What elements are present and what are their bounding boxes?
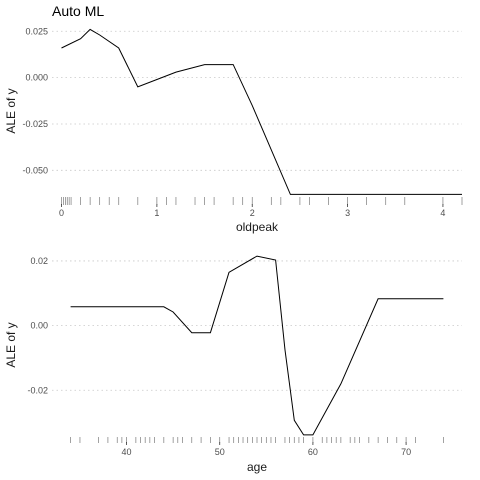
ale-line xyxy=(70,255,444,436)
x-tick-label: 0 xyxy=(59,208,64,218)
age-panel: 0.02 0.00 -0.02 40 50 60 70 age ALE of y xyxy=(4,255,462,474)
x-tick-label: 50 xyxy=(215,447,225,457)
x-tick-label: 1 xyxy=(154,208,159,218)
y-tick-label: -0.050 xyxy=(22,165,48,175)
y-tick-label: 0.02 xyxy=(30,256,48,266)
y-axis-title: ALE of y xyxy=(4,322,18,367)
y-tick-label: -0.02 xyxy=(27,385,48,395)
ale-line xyxy=(61,28,462,195)
y-axis-title: ALE of y xyxy=(4,88,18,133)
x-tick-label: 70 xyxy=(401,447,411,457)
y-tick-label: -0.025 xyxy=(22,119,48,129)
y-tick-label: 0.000 xyxy=(25,73,48,83)
x-axis-title: oldpeak xyxy=(236,220,279,234)
oldpeak-panel: 0.025 0.000 -0.025 -0.050 0 1 2 3 4 oldpeak ALE of… xyxy=(4,26,463,234)
x-tick-label: 4 xyxy=(440,208,445,218)
x-axis-title: age xyxy=(247,460,267,474)
y-tick-label: 0.025 xyxy=(25,26,48,36)
x-tick-label: 60 xyxy=(308,447,318,457)
y-tick-label: 0.00 xyxy=(30,321,48,331)
x-tick-label: 40 xyxy=(122,447,132,457)
x-tick-label: 2 xyxy=(250,208,255,218)
chart-title: Auto ML xyxy=(52,3,104,19)
x-tick-label: 3 xyxy=(345,208,350,218)
